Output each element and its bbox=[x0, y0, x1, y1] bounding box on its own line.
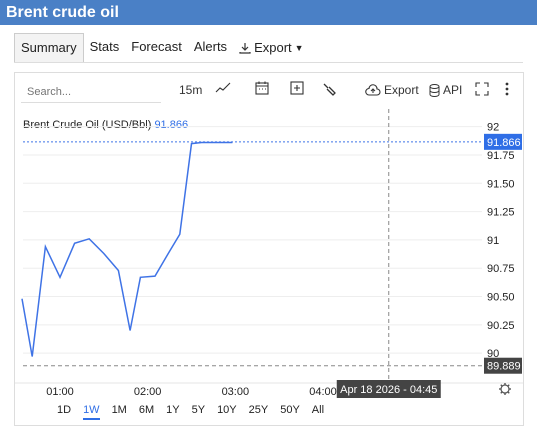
y-tick-label: 90.75 bbox=[487, 263, 515, 275]
chart-legend: Brent Crude Oil (USD/Bbl) 91.866 bbox=[23, 119, 188, 131]
more-menu-icon[interactable] bbox=[505, 82, 509, 96]
chart-panel: 15m Export API Brent Crude Oil (USD/Bbl) bbox=[14, 72, 524, 426]
range-1w[interactable]: 1W bbox=[83, 404, 100, 420]
x-tick-label: 02:00 bbox=[134, 386, 162, 398]
tab-summary[interactable]: Summary bbox=[14, 33, 84, 63]
tab-export[interactable]: Export ▼ bbox=[233, 33, 310, 63]
tab-bar: Summary Stats Forecast Alerts Export ▼ bbox=[14, 33, 310, 63]
price-chart[interactable]: 92 91.75 91.50 91.25 91 90.75 90.50 90.25 90 01:0… bbox=[15, 73, 523, 401]
chart-type-icon[interactable] bbox=[215, 82, 231, 94]
y-tick-label: 90.25 bbox=[487, 320, 515, 332]
crosshair-time-text: Apr 18 2026 - 04:45 bbox=[340, 384, 437, 396]
crosshair-price-badge bbox=[484, 357, 522, 374]
download-icon bbox=[239, 43, 251, 54]
crosshair-time-badge bbox=[336, 380, 441, 398]
tab-forecast[interactable]: Forecast bbox=[131, 39, 182, 54]
symbol-search-input[interactable] bbox=[21, 81, 161, 103]
caret-down-icon: ▼ bbox=[294, 43, 304, 53]
settings-gear-icon[interactable] bbox=[499, 383, 511, 395]
y-tick-label: 91.25 bbox=[487, 207, 515, 219]
interval-selector[interactable]: 15m bbox=[179, 83, 203, 97]
range-1y[interactable]: 1Y bbox=[166, 404, 180, 416]
export-chart-button[interactable]: Export bbox=[365, 83, 419, 97]
range-5y[interactable]: 5Y bbox=[191, 404, 206, 416]
x-tick-label: 04:00 bbox=[309, 386, 337, 398]
range-1m[interactable]: 1M bbox=[111, 404, 127, 416]
current-price-badge-text: 91.866 bbox=[487, 137, 521, 149]
tab-export-label: Export bbox=[254, 40, 292, 55]
crosshair-price-text: 89.889 bbox=[487, 361, 521, 373]
tab-divider bbox=[14, 62, 523, 63]
range-50y[interactable]: 50Y bbox=[280, 404, 300, 416]
x-tick-label: 03:00 bbox=[222, 386, 250, 398]
wrench-icon[interactable] bbox=[322, 82, 336, 96]
range-selector: 1D 1W 1M 6M 1Y 5Y 10Y 25Y 50Y All bbox=[57, 404, 324, 420]
y-tick-label: 92 bbox=[487, 122, 499, 134]
export-chart-label: Export bbox=[384, 83, 419, 97]
y-tick-label: 91 bbox=[487, 235, 499, 247]
legend-series-value: 91.866 bbox=[154, 119, 189, 131]
database-icon bbox=[429, 83, 440, 97]
cloud-upload-icon bbox=[365, 84, 381, 96]
fullscreen-icon[interactable] bbox=[475, 82, 489, 96]
add-indicator-icon[interactable] bbox=[290, 81, 304, 95]
range-1d[interactable]: 1D bbox=[57, 404, 72, 416]
tab-stats[interactable]: Stats bbox=[89, 39, 120, 54]
calendar-icon[interactable] bbox=[255, 81, 269, 95]
current-price-badge bbox=[484, 133, 522, 150]
x-tick-label: 01:00 bbox=[46, 386, 74, 398]
y-tick-label: 90.50 bbox=[487, 292, 515, 304]
y-tick-label: 91.50 bbox=[487, 178, 515, 190]
range-25y[interactable]: 25Y bbox=[248, 404, 269, 416]
api-button[interactable]: API bbox=[429, 83, 462, 97]
range-10y[interactable]: 10Y bbox=[217, 404, 237, 416]
tab-alerts[interactable]: Alerts bbox=[193, 39, 228, 54]
window-title: Brent crude oil bbox=[0, 0, 537, 25]
range-all[interactable]: All bbox=[311, 404, 325, 416]
chart-toolbar: 15m Export API bbox=[15, 73, 523, 107]
y-tick-label: 91.75 bbox=[487, 150, 515, 162]
api-label: API bbox=[443, 83, 463, 97]
legend-series-name: Brent Crude Oil (USD/Bbl) bbox=[23, 119, 152, 131]
y-tick-label: 90 bbox=[487, 348, 499, 360]
range-6m[interactable]: 6M bbox=[138, 404, 155, 416]
